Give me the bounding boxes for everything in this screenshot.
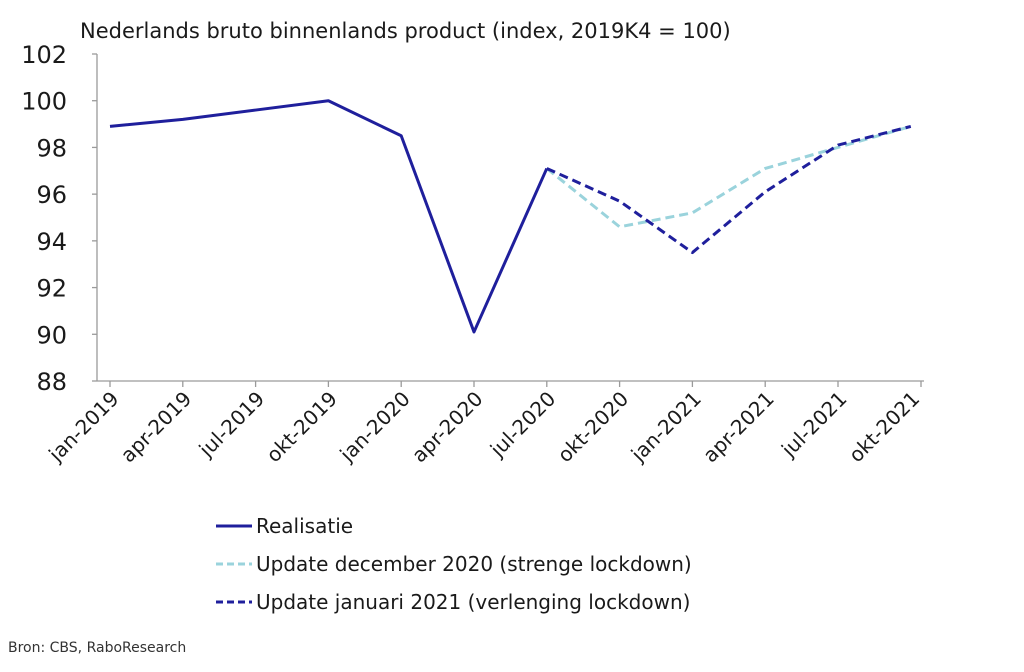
legend-label: Update december 2020 (strenge lockdown) (256, 552, 692, 576)
x-tick-label: jan-2019 (43, 387, 123, 467)
x-tick-label: jan-2021 (626, 387, 706, 467)
x-tick-label: jul-2020 (485, 387, 561, 463)
legend: Realisatie Update december 2020 (strenge … (216, 514, 692, 614)
x-tick-label: okt-2019 (261, 387, 341, 467)
y-tick-label: 90 (36, 321, 67, 349)
x-tick-label: okt-2020 (553, 387, 633, 467)
series-layer (109, 99, 912, 334)
y-tick-label: 92 (36, 275, 67, 303)
x-tick-label: jan-2020 (334, 387, 414, 467)
source-note: Bron: CBS, RaboResearch (8, 640, 186, 656)
x-tick-label: okt-2021 (844, 387, 924, 467)
x-tick-label: apr-2019 (116, 387, 197, 468)
y-axis: 88 90 92 94 96 98 100 102 (21, 41, 98, 396)
y-tick-label: 94 (36, 228, 67, 256)
y-tick-label: 88 (36, 368, 67, 396)
y-tick-label: 100 (21, 88, 67, 116)
series-line-1 (109, 99, 549, 334)
x-tick-label: apr-2021 (698, 387, 779, 468)
x-tick-label: jul-2021 (776, 387, 852, 463)
x-axis: jan-2019apr-2019jul-2019okt-2019jan-2020… (43, 380, 924, 468)
x-tick-label: apr-2020 (407, 387, 488, 468)
series-line-3 (546, 124, 912, 255)
y-tick-label: 98 (36, 134, 67, 162)
legend-label: Update januari 2021 (verlenging lockdown… (256, 590, 690, 614)
y-tick-label: 102 (21, 41, 67, 69)
legend-label: Realisatie (256, 514, 353, 538)
series-line-2 (545, 124, 912, 229)
y-tick-label: 96 (36, 181, 67, 209)
chart-title: Nederlands bruto binnenlands product (in… (80, 19, 731, 43)
x-tick-label: jul-2019 (194, 387, 270, 463)
